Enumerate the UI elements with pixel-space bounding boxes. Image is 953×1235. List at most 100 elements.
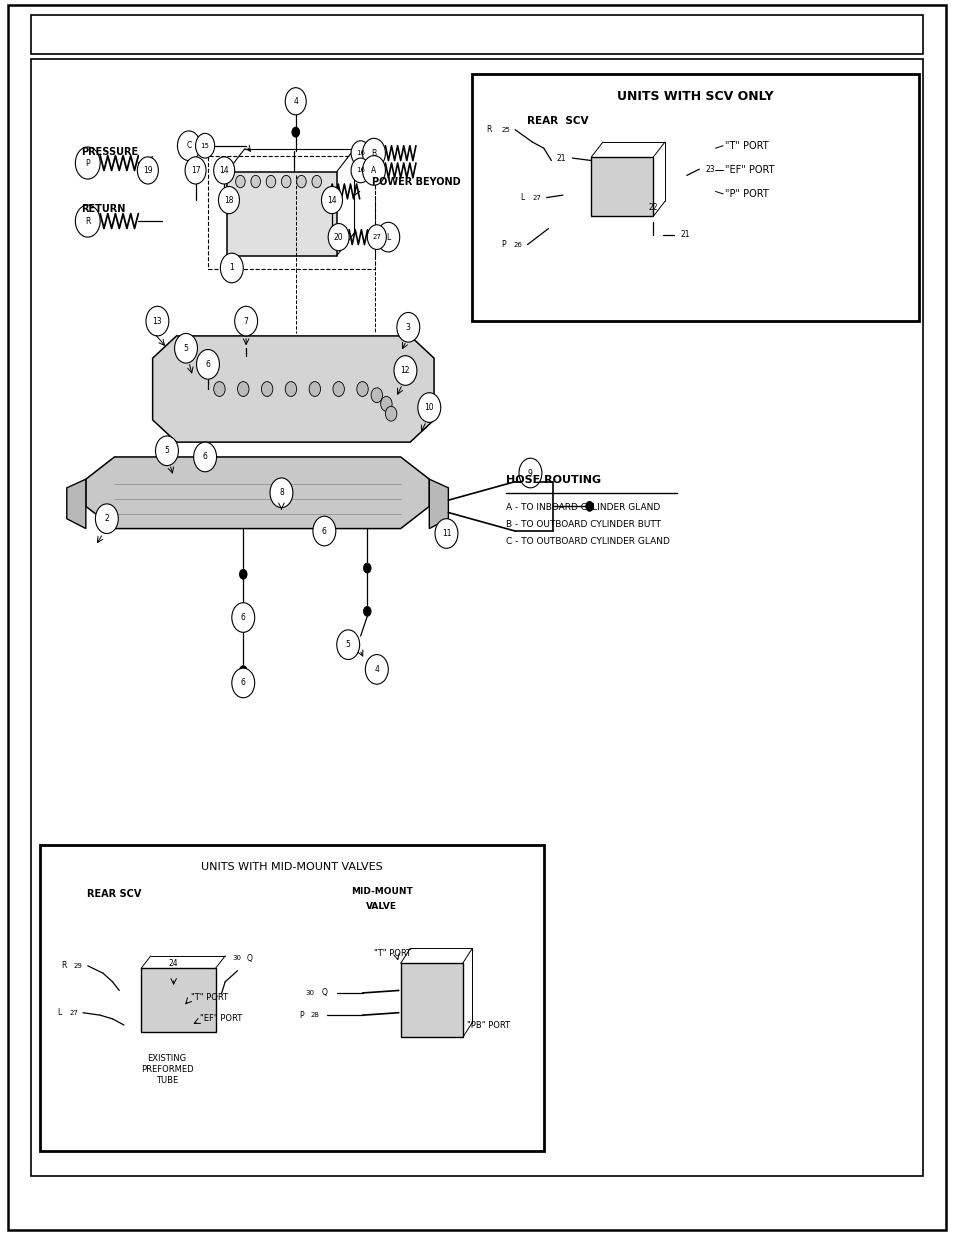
- Text: 27: 27: [372, 235, 381, 240]
- Text: P: P: [299, 1010, 303, 1020]
- Circle shape: [251, 175, 260, 188]
- Text: 3: 3: [405, 322, 411, 332]
- Text: C: C: [186, 141, 192, 151]
- Text: Q: Q: [247, 953, 253, 963]
- Circle shape: [51, 950, 76, 982]
- Text: 6: 6: [205, 359, 211, 369]
- Text: 6: 6: [240, 678, 246, 688]
- Circle shape: [549, 143, 572, 173]
- Text: 26: 26: [513, 242, 522, 247]
- Text: 28: 28: [310, 1013, 319, 1018]
- Text: R: R: [85, 216, 91, 226]
- Text: "T" PORT: "T" PORT: [724, 141, 768, 151]
- Text: MID-MOUNT: MID-MOUNT: [351, 887, 412, 897]
- Circle shape: [239, 569, 247, 579]
- Circle shape: [435, 519, 457, 548]
- Text: 27: 27: [69, 1010, 78, 1015]
- Bar: [227, 172, 336, 256]
- Circle shape: [305, 1003, 324, 1028]
- Text: "T" PORT: "T" PORT: [191, 993, 228, 1003]
- Circle shape: [356, 382, 368, 396]
- Circle shape: [234, 306, 257, 336]
- Circle shape: [75, 147, 100, 179]
- Text: B: B: [371, 148, 376, 158]
- Circle shape: [385, 406, 396, 421]
- Circle shape: [328, 224, 349, 251]
- Bar: [472, 74, 918, 321]
- Circle shape: [313, 516, 335, 546]
- Text: "T" PORT: "T" PORT: [374, 948, 411, 958]
- Bar: [208, 156, 375, 269]
- Circle shape: [641, 193, 664, 222]
- Circle shape: [585, 501, 593, 511]
- Circle shape: [333, 382, 344, 396]
- Text: 8: 8: [279, 488, 283, 498]
- Text: 11: 11: [441, 529, 451, 538]
- Circle shape: [321, 186, 342, 214]
- Circle shape: [185, 157, 206, 184]
- Circle shape: [312, 977, 336, 1009]
- Text: 23: 23: [705, 164, 715, 174]
- Text: 22: 22: [648, 203, 658, 212]
- Circle shape: [673, 220, 696, 249]
- Text: 24: 24: [169, 958, 178, 968]
- Circle shape: [376, 222, 399, 252]
- Circle shape: [300, 981, 319, 1005]
- Circle shape: [396, 312, 419, 342]
- Circle shape: [75, 205, 100, 237]
- Circle shape: [146, 306, 169, 336]
- Text: P: P: [86, 158, 90, 168]
- Text: 6: 6: [321, 526, 327, 536]
- Text: L: L: [520, 193, 524, 203]
- Circle shape: [351, 158, 370, 183]
- Text: 1: 1: [230, 263, 233, 273]
- Text: 13: 13: [152, 316, 162, 326]
- Text: 9: 9: [527, 468, 533, 478]
- Polygon shape: [429, 479, 448, 529]
- Text: 20: 20: [334, 232, 343, 242]
- Text: REAR  SCV: REAR SCV: [527, 116, 588, 126]
- Circle shape: [137, 157, 158, 184]
- Circle shape: [162, 948, 185, 978]
- Text: 21: 21: [679, 230, 689, 240]
- Polygon shape: [67, 479, 86, 529]
- Circle shape: [213, 157, 234, 184]
- Text: R: R: [486, 125, 492, 135]
- Circle shape: [292, 127, 299, 137]
- Circle shape: [527, 185, 546, 210]
- Text: 5: 5: [164, 446, 170, 456]
- Text: 21: 21: [556, 153, 565, 163]
- Circle shape: [394, 356, 416, 385]
- Circle shape: [239, 666, 247, 676]
- Text: EXISTING: EXISTING: [147, 1053, 187, 1063]
- Circle shape: [155, 436, 178, 466]
- Circle shape: [336, 630, 359, 659]
- Circle shape: [237, 382, 249, 396]
- Circle shape: [510, 182, 535, 214]
- Circle shape: [261, 382, 273, 396]
- Text: 6: 6: [240, 613, 246, 622]
- Circle shape: [362, 156, 385, 185]
- Text: TUBE: TUBE: [155, 1076, 178, 1086]
- Text: 5: 5: [345, 640, 351, 650]
- Text: A - TO INBOARD CYLINDER GLAND: A - TO INBOARD CYLINDER GLAND: [505, 503, 659, 511]
- Circle shape: [312, 175, 321, 188]
- Text: 6: 6: [202, 452, 208, 462]
- Text: "EF" PORT: "EF" PORT: [200, 1014, 242, 1024]
- Text: 17: 17: [191, 165, 200, 175]
- Circle shape: [193, 442, 216, 472]
- Text: POWER BEYOND: POWER BEYOND: [372, 177, 460, 186]
- Circle shape: [380, 396, 392, 411]
- Circle shape: [496, 117, 515, 142]
- Circle shape: [270, 478, 293, 508]
- Text: P: P: [501, 240, 505, 249]
- Text: 7: 7: [243, 316, 249, 326]
- Text: 14: 14: [219, 165, 229, 175]
- Text: 14: 14: [327, 195, 336, 205]
- Text: B - TO OUTBOARD CYLINDER BUTT: B - TO OUTBOARD CYLINDER BUTT: [505, 520, 659, 529]
- Text: C - TO OUTBOARD CYLINDER GLAND: C - TO OUTBOARD CYLINDER GLAND: [505, 537, 669, 546]
- Text: PRESSURE: PRESSURE: [81, 147, 138, 157]
- Circle shape: [177, 131, 200, 161]
- Text: L: L: [386, 232, 390, 242]
- Circle shape: [64, 1000, 83, 1025]
